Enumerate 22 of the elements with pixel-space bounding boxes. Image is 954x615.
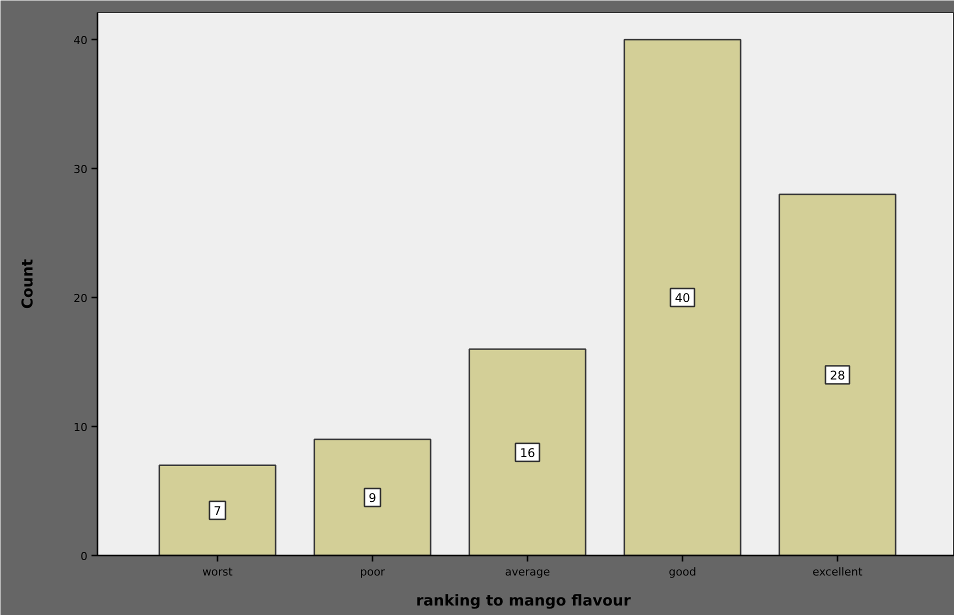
data-label: 7	[214, 504, 222, 518]
x-axis-title: ranking to mango flavour	[416, 592, 632, 610]
data-label: 28	[830, 368, 846, 382]
bar	[314, 438, 432, 556]
bar	[468, 348, 586, 556]
bar	[158, 464, 276, 556]
x-tick-label: average	[504, 566, 550, 578]
x-tick-label: worst	[202, 566, 234, 578]
y-tick-label: 40	[74, 34, 88, 48]
bar	[778, 194, 896, 556]
data-label: 9	[368, 490, 376, 505]
y-tick-label: 0	[80, 550, 88, 563]
x-tick-label: good	[668, 566, 696, 578]
data-label: 40	[674, 291, 690, 306]
y-axis-title: Count	[18, 259, 37, 309]
bar	[624, 38, 742, 556]
x-tick-label: poor	[360, 566, 386, 578]
y-tick-label: 10	[74, 421, 88, 434]
data-label: 16	[520, 446, 536, 460]
y-tick-label: 30	[74, 163, 88, 176]
y-tick-label: 20	[74, 292, 88, 306]
x-tick-label: excellent	[812, 566, 864, 578]
